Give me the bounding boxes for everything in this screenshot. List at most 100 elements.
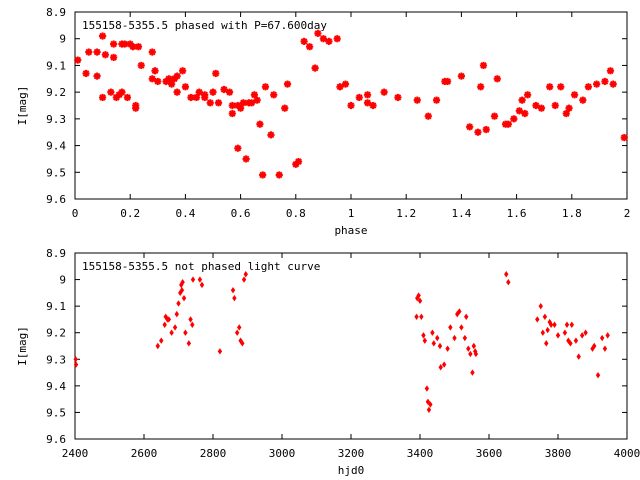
- unphased-y-tick-label: 9: [59, 274, 66, 287]
- phased-plot-title: 155158-5355.5 phased with P=67.600day: [82, 19, 327, 32]
- phased-data-point: [261, 83, 270, 91]
- phased-data-point: [551, 101, 559, 110]
- unphased-data-point: [172, 324, 178, 331]
- phased-data-point: [259, 171, 267, 179]
- phased-data-point: [314, 29, 322, 37]
- phased-data-point: [118, 88, 126, 96]
- unphased-data-point: [542, 313, 548, 320]
- unphased-data-point: [73, 361, 79, 368]
- phased-data-point: [300, 37, 308, 45]
- unphased-data-point: [595, 372, 601, 379]
- unphased-x-tick-label: 2600: [131, 447, 158, 460]
- unphased-x-tick-label: 2800: [200, 447, 227, 460]
- phased-data-point: [173, 88, 181, 96]
- phased-y-tick-label: 9.3: [46, 113, 66, 126]
- unphased-data-point: [217, 348, 223, 355]
- phased-data-point: [490, 112, 499, 120]
- unphased-data-point: [428, 401, 433, 408]
- unphased-data-point: [240, 340, 245, 347]
- phased-data-point: [132, 104, 140, 112]
- phased-data-point: [214, 99, 223, 107]
- unphased-data-point: [199, 281, 205, 289]
- phased-data-point: [579, 96, 587, 104]
- unphased-data-point: [437, 342, 443, 350]
- unphased-y-tick-label: 9.4: [46, 380, 66, 393]
- phased-data-point: [493, 75, 501, 83]
- unphased-data-point: [573, 337, 579, 344]
- phased-data-point: [565, 104, 573, 112]
- phased-x-tick-label: 1.4: [451, 207, 471, 220]
- unphased-data-point: [422, 337, 428, 344]
- phased-data-point: [237, 104, 245, 112]
- unphased-data-point: [504, 271, 509, 278]
- phased-data-point: [173, 72, 181, 80]
- phased-data-point: [319, 35, 327, 43]
- unphased-data-point: [538, 302, 543, 310]
- phased-x-tick-label: 1: [348, 207, 355, 220]
- phased-data-point: [206, 99, 214, 107]
- phased-data-point: [209, 88, 217, 96]
- phased-data-point: [281, 104, 289, 112]
- unphased-data-point: [176, 300, 181, 307]
- unphased-plot-title: 155158-5355.5 not phased light curve: [82, 260, 320, 273]
- phased-data-point: [154, 77, 162, 86]
- phased-data-point: [504, 120, 512, 128]
- phased-data-point: [192, 93, 201, 102]
- unphased-data-point: [159, 337, 164, 344]
- phased-data-point: [593, 80, 601, 88]
- phased-data-point: [562, 109, 570, 118]
- phased-data-point: [74, 56, 82, 64]
- phased-data-point: [99, 93, 107, 102]
- phased-data-point: [212, 69, 220, 78]
- unphased-data-point: [569, 321, 574, 328]
- phased-data-point: [294, 158, 303, 166]
- unphased-data-point: [462, 334, 468, 342]
- phased-data-point: [93, 72, 101, 80]
- unphased-data-point: [234, 329, 240, 336]
- phased-data-point: [225, 88, 234, 96]
- unphased-data-point: [592, 342, 597, 350]
- unphased-data-point: [568, 340, 573, 347]
- unphased-data-point: [564, 321, 570, 328]
- unphased-data-point: [426, 406, 432, 413]
- phased-y-tick-label: 9: [59, 33, 66, 46]
- phased-data-point: [521, 109, 529, 118]
- unphased-data-point: [466, 345, 471, 352]
- unphased-x-tick-label: 3200: [338, 447, 365, 460]
- phased-data-point: [270, 91, 278, 99]
- unphased-data-point: [421, 332, 426, 339]
- phased-data-point: [413, 96, 421, 104]
- phased-x-tick-label: 1.8: [562, 207, 582, 220]
- phased-data-point: [234, 144, 242, 152]
- phased-data-point: [333, 35, 341, 43]
- phased-data-point: [466, 123, 474, 131]
- phased-data-point: [110, 40, 118, 48]
- phased-data-point: [341, 80, 350, 88]
- phased-y-tick-label: 9.5: [46, 166, 66, 179]
- phased-data-point: [380, 88, 388, 96]
- unphased-data-point: [535, 316, 540, 323]
- phased-data-point: [248, 99, 256, 107]
- unphased-data-point: [190, 276, 196, 283]
- unphased-data-point: [579, 332, 585, 339]
- unphased-data-point: [468, 350, 473, 358]
- phased-data-point: [283, 80, 292, 88]
- unphased-data-point: [473, 350, 479, 358]
- unphased-data-point: [547, 318, 552, 326]
- phased-data-point: [228, 109, 236, 118]
- unphased-y-axis-label: I[mag]: [16, 326, 29, 366]
- phased-data-point: [432, 96, 441, 104]
- unphased-data-point: [166, 316, 172, 323]
- unphased-data-point: [169, 329, 174, 336]
- unphased-data-point: [197, 276, 203, 283]
- phased-data-point: [424, 112, 432, 120]
- unphased-data-point: [243, 271, 248, 278]
- phased-data-point: [85, 48, 93, 56]
- phased-data-point: [151, 67, 159, 75]
- unphased-data-point: [548, 321, 554, 328]
- unphased-data-point: [430, 329, 435, 336]
- phased-data-point: [347, 101, 355, 110]
- unphased-y-tick-label: 9.2: [46, 327, 66, 340]
- unphased-data-point: [435, 334, 440, 342]
